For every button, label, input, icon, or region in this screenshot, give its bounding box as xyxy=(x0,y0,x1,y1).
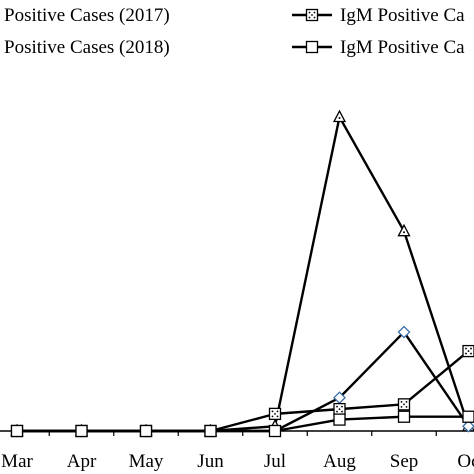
legend-marker xyxy=(305,8,319,22)
x-axis-tick-labels: Mar Apr May Jun Jul Aug Sep Oc xyxy=(1,451,474,472)
data-point xyxy=(75,424,88,438)
x-axis-ticks xyxy=(48,431,437,436)
data-point xyxy=(268,407,282,421)
data-point xyxy=(139,424,153,438)
legend-label: IgM Positive Ca xyxy=(340,37,465,58)
series-line-1 xyxy=(17,115,470,433)
x-tick-label: Jun xyxy=(197,451,224,472)
x-tick-label: Jul xyxy=(264,451,286,472)
data-point xyxy=(397,325,411,339)
series-markers xyxy=(10,109,474,438)
data-point xyxy=(332,109,347,123)
legend-entry: IgM Positive Ca xyxy=(292,5,465,26)
legend-entry: IgM Positive Ca xyxy=(292,37,465,58)
data-point xyxy=(397,410,411,423)
x-tick-label: May xyxy=(129,451,164,472)
series-lines xyxy=(17,115,470,433)
legend-marker xyxy=(305,40,319,54)
x-tick-label: Oc xyxy=(457,451,474,472)
data-point xyxy=(397,398,411,411)
data-point xyxy=(10,424,24,438)
legend-entry: Positive Cases (2017) xyxy=(4,5,170,26)
x-tick-label: Apr xyxy=(67,451,97,472)
legend-label: Positive Cases (2017) xyxy=(4,5,170,26)
series-line-4 xyxy=(17,415,469,433)
legend-label: IgM Positive Ca xyxy=(340,5,465,26)
x-tick-label: Aug xyxy=(323,451,356,472)
legend-label: Positive Cases (2018) xyxy=(4,37,170,58)
data-point xyxy=(204,424,217,438)
legend: Positive Cases (2017) Positive Cases (201… xyxy=(4,5,465,58)
x-tick-label: Sep xyxy=(390,451,419,472)
data-point xyxy=(462,410,474,423)
x-tick-label: Mar xyxy=(1,451,33,472)
data-point xyxy=(268,424,282,438)
data-point xyxy=(397,223,411,237)
data-point xyxy=(333,413,346,426)
legend-entry: Positive Cases (2018) xyxy=(4,37,170,58)
data-point xyxy=(333,402,346,416)
data-point xyxy=(462,419,474,433)
data-point xyxy=(462,344,474,358)
